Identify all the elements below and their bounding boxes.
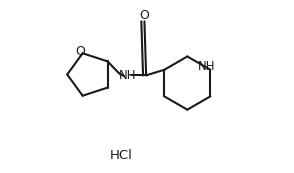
Text: NH: NH — [198, 60, 215, 73]
Text: HCl: HCl — [110, 149, 133, 162]
Text: O: O — [75, 45, 85, 58]
Text: NH: NH — [118, 69, 136, 82]
Text: O: O — [139, 9, 149, 22]
